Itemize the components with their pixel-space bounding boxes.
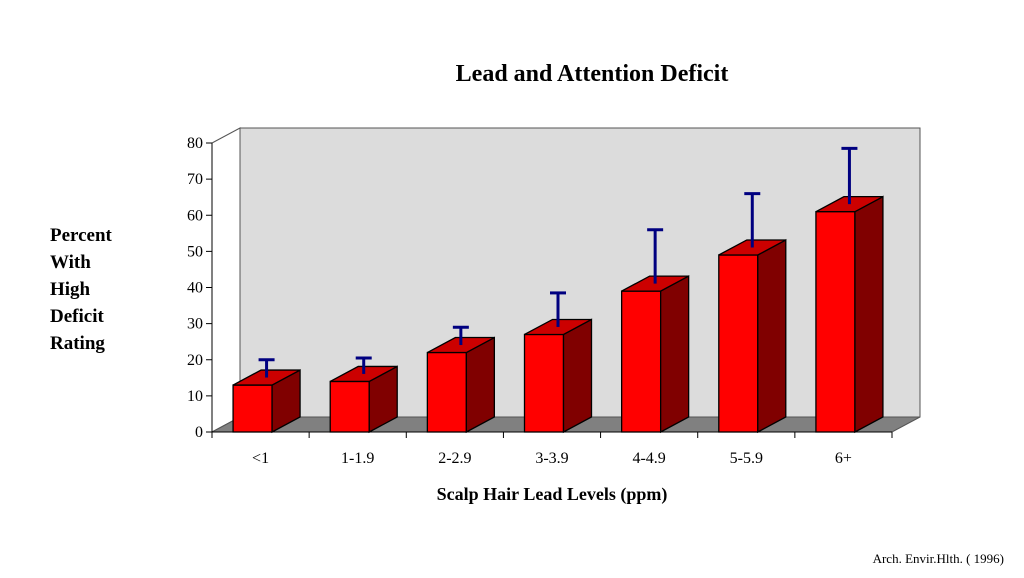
bar-side	[562, 318, 593, 434]
source-citation: Arch. Envir.Hlth. ( 1996)	[873, 551, 1004, 566]
bar-side	[854, 195, 884, 434]
bar-side	[465, 336, 496, 434]
bar-front	[232, 384, 273, 433]
y-axis-label-line: Deficit	[50, 306, 104, 327]
bar-side	[659, 275, 690, 434]
bar	[232, 368, 301, 434]
x-tick-label: 3-3.9	[535, 450, 568, 467]
bar	[523, 318, 593, 434]
y-axis-label-line: High	[50, 279, 91, 300]
bar-front	[815, 210, 856, 433]
bar-front	[620, 290, 662, 433]
x-axis-label: Scalp Hair Lead Levels (ppm)	[437, 484, 668, 505]
x-tick-label: 2-2.9	[438, 450, 471, 467]
plot-area: 0 10 20 30 40 50 60 70 80 <1 1-1.9 2-2.9 3-3.9 4-4.9 5…	[187, 127, 921, 467]
bar-front	[426, 351, 468, 433]
y-axis-label: Percent With High Deficit Rating	[50, 225, 113, 354]
y-tick-label: 20	[187, 352, 203, 369]
y-tick-label: 40	[187, 280, 203, 297]
x-tick-label: 5-5.9	[730, 450, 763, 467]
bar	[620, 275, 690, 434]
chart-title: Lead and Attention Deficit	[456, 61, 729, 87]
x-tick-label: <1	[252, 450, 269, 467]
bar-side	[757, 238, 787, 434]
bar-front	[329, 380, 370, 433]
y-axis-label-line: With	[50, 252, 91, 273]
bar	[426, 336, 496, 434]
y-axis-label-line: Percent	[50, 225, 113, 246]
y-tick-label: 50	[187, 243, 203, 260]
y-tick-label: 0	[195, 424, 203, 441]
y-tick-label: 60	[187, 207, 203, 224]
bar	[329, 365, 398, 434]
y-axis-label-line: Rating	[50, 333, 105, 354]
y-tick-label: 70	[187, 171, 203, 188]
bar-front	[718, 254, 759, 433]
x-tick-label: 4-4.9	[632, 450, 665, 467]
y-tick-label: 30	[187, 316, 203, 333]
y-tick-label: 10	[187, 388, 203, 405]
x-tick-label: 1-1.9	[341, 450, 374, 467]
x-tick-label: 6+	[835, 450, 852, 467]
bar-front	[523, 333, 565, 433]
y-tick-label: 80	[187, 135, 203, 152]
bar	[718, 238, 787, 434]
bar	[815, 195, 884, 434]
